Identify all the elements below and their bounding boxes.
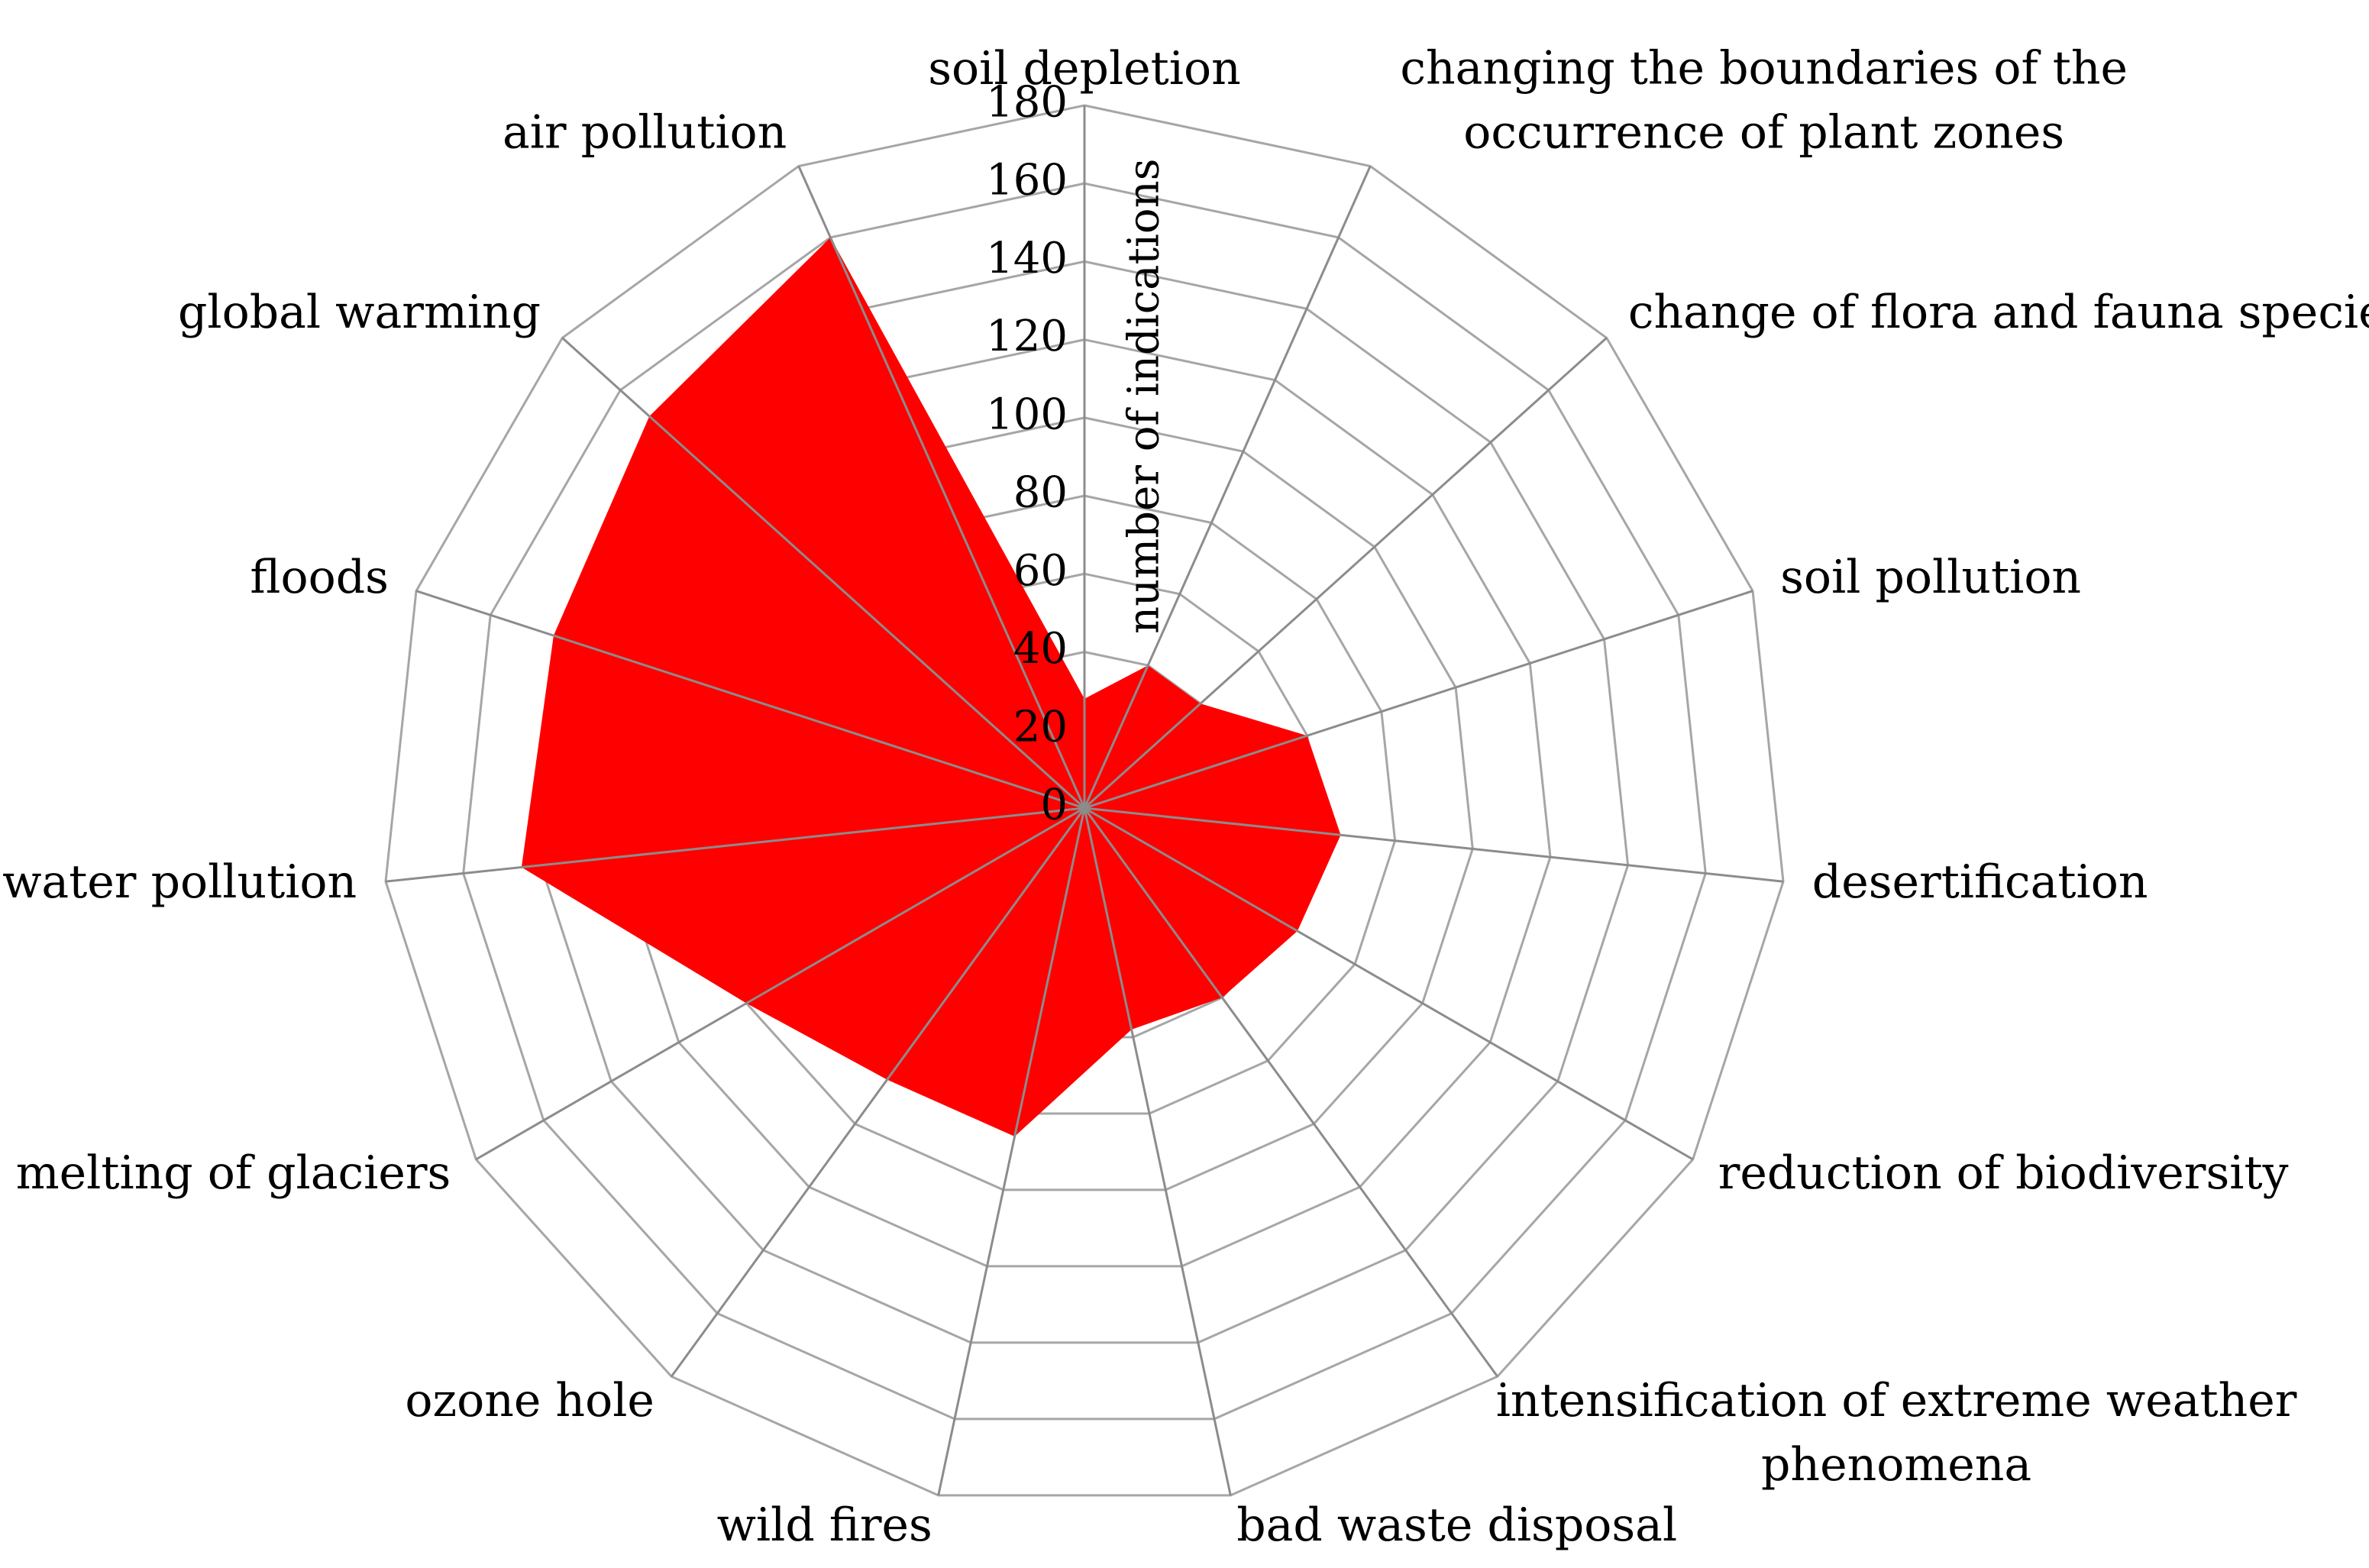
spoke-4 xyxy=(1084,590,1753,810)
category-label-1-line-1: soil depletion xyxy=(928,42,1240,95)
spoke-10 xyxy=(670,807,1086,1378)
category-label-9: wild fires xyxy=(717,1498,932,1551)
category-label-14-line-1: global warming xyxy=(178,286,541,339)
category-label-12-line-1: water pollution xyxy=(2,855,357,908)
category-label-6-line-1: reduction of biodiversity xyxy=(1718,1146,2289,1200)
category-label-8-line-1: bad waste disposal xyxy=(1236,1498,1677,1551)
category-label-layer: soil depletion changing the boundaries of… xyxy=(2,41,2369,1552)
category-label-14: global warming xyxy=(178,286,541,339)
tick-label-layer: 0 20 40 60 80 100 120 140 160 180 xyxy=(986,78,1068,830)
category-label-7-line-2: phenomena xyxy=(1761,1437,2031,1491)
spoke-14 xyxy=(561,337,1086,810)
spoke-5 xyxy=(1084,807,1784,883)
category-label-3: change of flora and fauna species xyxy=(1628,286,2369,339)
grid-ring-160 xyxy=(462,182,1707,1421)
category-label-11-line-1: melting of glaciers xyxy=(16,1146,451,1200)
category-label-2-line-1: changing the boundaries of the xyxy=(1400,41,2128,95)
tick-label-100: 100 xyxy=(986,390,1068,439)
spoke-12 xyxy=(385,807,1085,883)
grid-ring-180 xyxy=(384,104,1785,1497)
category-label-13-line-1: floods xyxy=(250,551,388,604)
category-label-5: desertification xyxy=(1812,855,2148,908)
y-axis-title: number of indications xyxy=(1120,159,1169,634)
category-label-9-line-1: wild fires xyxy=(717,1498,932,1551)
category-label-7-line-1: intensification of extreme weather xyxy=(1496,1373,2297,1427)
category-label-3-line-1: change of flora and fauna species xyxy=(1628,286,2369,339)
tick-label-20: 20 xyxy=(1013,702,1068,752)
category-label-11: melting of glaciers xyxy=(16,1146,451,1200)
category-label-4-line-1: soil pollution xyxy=(1780,551,2081,604)
tick-label-180: 180 xyxy=(986,78,1068,128)
spoke-8 xyxy=(1083,807,1232,1496)
grid-layer xyxy=(384,104,1785,1497)
spoke-2 xyxy=(1083,165,1372,809)
category-label-15: air pollution xyxy=(503,105,787,159)
spoke-15 xyxy=(797,165,1086,809)
tick-label-120: 120 xyxy=(986,312,1068,361)
tick-label-140: 140 xyxy=(986,234,1068,283)
tick-label-40: 40 xyxy=(1013,624,1068,674)
spoke-9 xyxy=(937,807,1086,1496)
data-area xyxy=(521,237,1341,1136)
spoke-3 xyxy=(1083,337,1608,810)
category-label-5-line-1: desertification xyxy=(1812,855,2148,908)
spoke-11 xyxy=(475,807,1085,1161)
category-label-2: changing the boundaries of the occurrence… xyxy=(1400,41,2128,159)
category-label-13: floods xyxy=(250,551,388,604)
category-label-10: ozone hole xyxy=(405,1373,654,1427)
category-label-10-line-1: ozone hole xyxy=(405,1373,654,1427)
category-label-6: reduction of biodiversity xyxy=(1718,1146,2289,1200)
spoke-layer xyxy=(385,105,1784,1496)
data-area-layer xyxy=(521,237,1341,1136)
tick-label-0: 0 xyxy=(1040,781,1068,830)
category-label-12: water pollution xyxy=(2,855,357,908)
tick-label-160: 160 xyxy=(986,156,1068,205)
category-label-7: intensification of extreme weather phenom… xyxy=(1496,1373,2297,1491)
category-label-8: bad waste disposal xyxy=(1236,1498,1677,1551)
tick-label-80: 80 xyxy=(1013,468,1068,518)
category-label-4: soil pollution xyxy=(1780,551,2081,604)
category-label-15-line-1: air pollution xyxy=(503,105,787,159)
spoke-7 xyxy=(1083,807,1499,1378)
spoke-13 xyxy=(415,590,1085,810)
category-label-1: soil depletion xyxy=(928,42,1240,95)
spoke-6 xyxy=(1084,807,1694,1161)
category-label-2-line-2: occurrence of plant zones xyxy=(1463,105,2064,159)
tick-label-60: 60 xyxy=(1013,546,1068,596)
